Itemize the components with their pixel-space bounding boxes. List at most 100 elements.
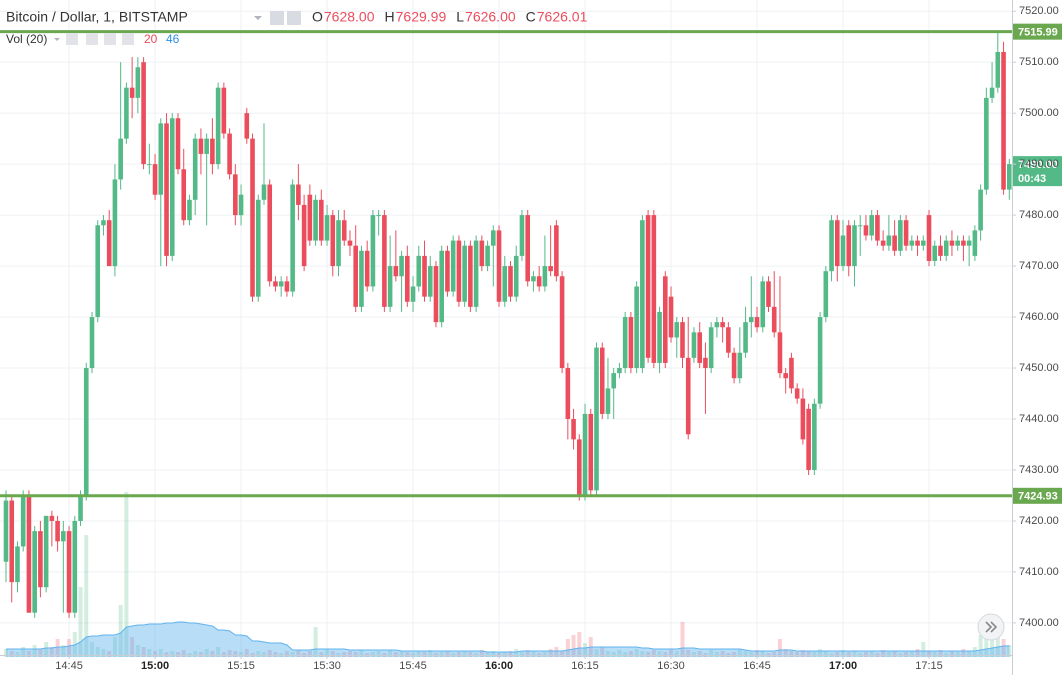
volume-bar: [852, 651, 857, 657]
candle-body: [301, 204, 307, 267]
candle-body: [456, 240, 462, 302]
close-icon[interactable]: [287, 11, 301, 25]
dropdown-icon[interactable]: [54, 38, 60, 41]
candle-body: [502, 266, 508, 302]
volume-bar: [399, 651, 404, 657]
volume-bar: [135, 645, 140, 657]
volume-bar: [193, 651, 198, 657]
candle-body: [152, 164, 158, 195]
volume-bar: [605, 651, 610, 657]
volume-bar: [755, 650, 760, 657]
volume-bar: [577, 632, 582, 657]
candle-body: [800, 398, 806, 440]
scroll-chevrons[interactable]: [985, 621, 998, 633]
y-tick-label: 7460.00: [1019, 311, 1059, 323]
candle-body: [617, 368, 622, 374]
volume-bar: [153, 651, 158, 657]
volume-bar: [359, 650, 364, 657]
candle-body: [101, 220, 106, 226]
last-price-bg: [1013, 156, 1062, 187]
candle-body: [1006, 164, 1012, 190]
candle-body: [995, 51, 1001, 88]
move-icon[interactable]: [104, 33, 116, 45]
volume-bar: [244, 649, 249, 657]
candle-body: [393, 266, 399, 277]
volume-bar: [669, 649, 674, 657]
volume-bar: [777, 639, 782, 657]
volume-bar: [221, 652, 226, 657]
candle-body: [233, 174, 238, 216]
quote-value: 7626.00: [465, 9, 516, 25]
candle-body: [880, 240, 886, 246]
candle-body: [640, 220, 645, 369]
volume-bar: [863, 652, 868, 657]
candle-body: [445, 250, 450, 292]
volume-bar: [198, 652, 203, 657]
candle-body: [714, 322, 720, 328]
candle-body: [766, 281, 771, 307]
volume-bar: [818, 649, 823, 657]
candle-body: [846, 225, 852, 267]
volume-bar: [89, 642, 94, 657]
settings-icon[interactable]: [270, 11, 284, 25]
volume-bar: [531, 651, 536, 657]
volume-bar: [439, 652, 444, 657]
candle-body: [215, 87, 221, 165]
candle-body: [353, 245, 359, 307]
volume-bar: [376, 651, 381, 657]
volume-bar: [227, 650, 232, 657]
volume-bar: [330, 651, 335, 657]
candle-body: [760, 281, 766, 328]
volume-bar: [972, 647, 977, 657]
candle-body: [450, 240, 456, 292]
quote-value: 7628.00: [324, 9, 375, 25]
candle-body: [519, 215, 525, 256]
candle-body: [789, 357, 794, 389]
candle-body: [943, 240, 949, 256]
eye-icon[interactable]: [66, 33, 78, 45]
settings-icon[interactable]: [86, 33, 98, 45]
volume-bar: [812, 652, 817, 657]
volume-bar: [388, 650, 393, 657]
volume-bar: [846, 652, 851, 657]
x-tick-label: 16:45: [743, 660, 771, 672]
candle-body: [238, 194, 244, 216]
volume-bar: [164, 652, 169, 657]
volume-bar: [680, 622, 685, 657]
axes: 7400.00 7410.00 7420.00 7430.00 7440.00 7450.…: [55, 5, 1058, 672]
candle-body: [370, 215, 376, 287]
volume-bar: [927, 651, 932, 657]
volume-bar: [261, 652, 266, 657]
y-tick-label: 7520.00: [1019, 5, 1059, 17]
volume-bar: [978, 635, 983, 657]
volume-bar: [519, 652, 524, 657]
candle-body: [399, 255, 404, 277]
candle-body: [903, 220, 909, 246]
candle-body: [662, 276, 668, 363]
candle-body: [674, 322, 680, 338]
candle-body: [26, 495, 32, 613]
candle-body: [571, 418, 576, 440]
candle-body: [210, 138, 215, 165]
candle-body: [737, 352, 743, 379]
candle-body: [496, 230, 502, 302]
scroll-button[interactable]: [977, 613, 1005, 641]
volume-bar: [393, 652, 398, 657]
close-icon[interactable]: [122, 33, 134, 45]
candle-body: [61, 531, 66, 542]
dropdown-icon[interactable]: [254, 16, 262, 20]
volume-bar: [651, 650, 656, 657]
candle-body: [817, 317, 823, 404]
volume-bar: [795, 652, 800, 657]
candle-body: [324, 215, 330, 241]
candle-body: [347, 240, 353, 246]
candle-body: [691, 332, 697, 358]
volume-bar: [216, 647, 221, 657]
volume-bar: [720, 651, 725, 657]
volume-bar: [1007, 645, 1012, 657]
candle-body: [66, 531, 72, 613]
candle-body: [594, 347, 599, 491]
y-tick-label: 7470.00: [1019, 260, 1059, 272]
quote-value: 7629.99: [396, 9, 447, 25]
candle-body: [147, 164, 152, 166]
